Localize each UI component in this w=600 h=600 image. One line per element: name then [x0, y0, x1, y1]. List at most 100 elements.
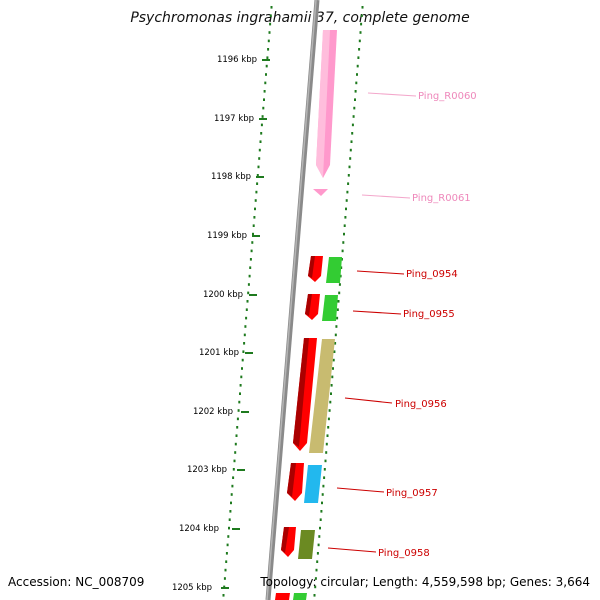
category-bar-green — [322, 295, 338, 321]
category-bar-olive — [309, 339, 335, 453]
kbp-label: 1197 kbp — [214, 114, 254, 124]
tick-dot — [340, 266, 343, 269]
callout-Ping_R0061[interactable]: Ping_R0061 — [361, 193, 471, 204]
tick-dot — [263, 98, 265, 101]
tick-dot — [255, 190, 258, 194]
callout-Ping_R0060[interactable]: Ping_R0060 — [367, 91, 477, 102]
tick-dot — [224, 568, 227, 572]
callout-Ping_0958[interactable]: Ping_0958 — [327, 547, 430, 559]
tick-dot — [357, 56, 360, 59]
tick-dot — [247, 283, 250, 286]
tick-dot — [225, 560, 228, 563]
tick-dot — [360, 22, 363, 26]
tick-dot — [250, 249, 253, 253]
gene-label[interactable]: Ping_0957 — [386, 488, 438, 499]
tick-dot — [344, 216, 347, 219]
gene-feature-Ping_R0061[interactable] — [313, 189, 328, 196]
tick-dot — [266, 56, 269, 59]
callout-Ping_0954[interactable]: Ping_0954 — [356, 269, 458, 280]
tick-dot — [354, 98, 356, 101]
tick-dot — [233, 459, 236, 463]
tick-dot — [260, 132, 263, 135]
tick-dot — [333, 350, 336, 353]
scale-tick-1204: 1204 kbp — [179, 524, 240, 534]
tick-dot — [324, 459, 327, 463]
tick-dot — [267, 39, 270, 43]
tick-dot — [243, 342, 246, 345]
tick-dot — [322, 484, 325, 488]
gene-feature-Ping_0958[interactable] — [281, 527, 296, 557]
gene-label[interactable]: Ping_0954 — [406, 269, 458, 280]
gene-label[interactable]: Ping_R0060 — [418, 91, 477, 102]
tick-dot — [332, 358, 335, 362]
callout-Ping_0956[interactable]: Ping_0956 — [344, 397, 447, 410]
scale-tick-1197: 1197 kbp — [214, 114, 267, 124]
tick-dot — [314, 577, 317, 580]
callout-Ping_0957[interactable]: Ping_0957 — [336, 487, 438, 499]
tick-dot — [245, 308, 248, 311]
gene-label[interactable]: Ping_0958 — [378, 548, 430, 559]
tick-dot — [263, 90, 266, 93]
tick-dot — [323, 468, 326, 471]
tick-dot — [352, 115, 355, 118]
gene-feature-Ping_0957[interactable] — [287, 463, 304, 501]
tick-dot — [356, 73, 358, 76]
gene-feature-Ping_R0060[interactable] — [316, 30, 337, 178]
tick-dot — [228, 518, 231, 521]
tick-dot — [340, 258, 343, 261]
tick-dot — [353, 106, 356, 110]
tick-dot — [232, 468, 235, 471]
tick-dot — [261, 115, 264, 118]
right-tick-track — [313, 6, 364, 597]
tick-dot — [226, 543, 229, 547]
tick-dot — [347, 174, 350, 177]
gene-feature-Ping_0954[interactable] — [308, 256, 323, 282]
tick-dot — [222, 594, 225, 597]
callout-Ping_0955[interactable]: Ping_0955 — [352, 309, 455, 320]
tick-dot — [252, 224, 255, 227]
gene-label[interactable]: Ping_0956 — [395, 399, 447, 410]
tick-dot — [267, 48, 270, 51]
kbp-label: 1201 kbp — [199, 348, 239, 358]
tick-dot — [237, 409, 240, 412]
tick-dot — [245, 316, 248, 320]
scale-tick-1202: 1202 kbp — [193, 407, 249, 417]
kbp-label: 1203 kbp — [187, 465, 227, 475]
tick-dot — [327, 426, 330, 429]
tick-dot — [361, 6, 364, 9]
tick-dot — [347, 182, 350, 185]
kbp-label: 1198 kbp — [211, 172, 251, 182]
tick-dot — [338, 291, 341, 295]
gene-label[interactable]: Ping_0955 — [403, 309, 455, 320]
tick-dot — [235, 434, 238, 437]
scale-tick-1199: 1199 kbp — [207, 231, 260, 241]
genome-backbone — [265, 0, 320, 600]
tick-dot — [244, 325, 247, 328]
scale-tick-1198: 1198 kbp — [211, 172, 264, 182]
scale-tick-1201: 1201 kbp — [199, 348, 253, 358]
category-bar-cyan — [304, 465, 322, 503]
tick-dot — [338, 283, 341, 286]
tick-dot — [320, 510, 323, 513]
tick-dot — [236, 426, 239, 429]
gene-feature-partial-red — [275, 593, 290, 600]
category-bar-partial-green — [293, 593, 307, 600]
tick-dot — [243, 333, 246, 337]
tick-dot — [334, 333, 337, 337]
gene-feature-Ping_0956[interactable] — [293, 338, 317, 451]
gene-label[interactable]: Ping_R0061 — [412, 193, 471, 204]
tick-dot — [316, 552, 319, 555]
tick-dot — [325, 442, 328, 446]
tick-dot — [258, 148, 261, 152]
tick-dot — [319, 526, 321, 530]
tick-dot — [247, 291, 250, 295]
tick-dot — [336, 316, 339, 320]
tick-dot — [346, 190, 349, 194]
tick-dot — [258, 157, 261, 160]
tick-dot — [354, 90, 357, 93]
tick-dot — [323, 476, 326, 479]
tick-dot — [351, 132, 354, 135]
tick-dot — [256, 182, 259, 185]
gene-feature-Ping_0955[interactable] — [305, 294, 320, 320]
tick-dot — [234, 442, 237, 446]
